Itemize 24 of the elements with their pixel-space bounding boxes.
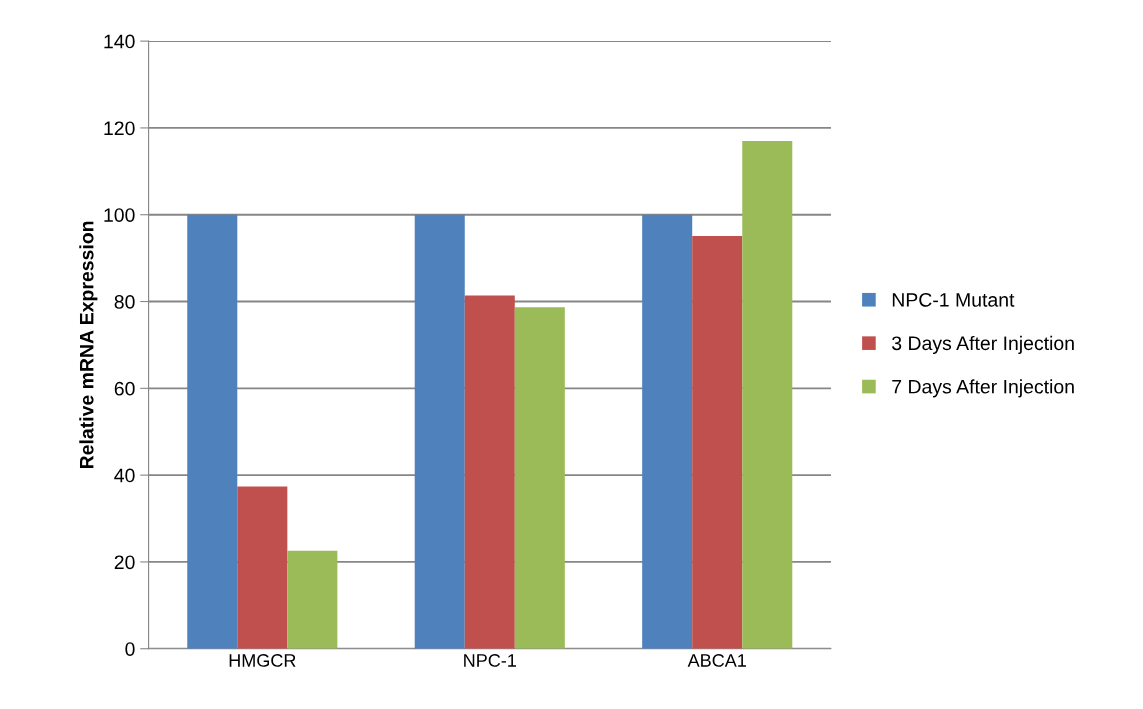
bar	[642, 214, 693, 649]
y-axis-title: Relative mRNA Expression	[79, 221, 98, 469]
bar	[414, 214, 465, 649]
x-tick-label: NPC-1	[464, 654, 516, 667]
bar	[237, 486, 288, 649]
y-tick-label: 140	[104, 34, 135, 49]
y-tick-label: 120	[104, 121, 135, 136]
y-tick-label: 40	[114, 468, 135, 483]
y-tick-label: 100	[104, 208, 135, 222]
y-tick-label: 20	[114, 555, 135, 570]
y-tick-label: 0	[125, 642, 135, 656]
bar	[692, 235, 743, 649]
y-tick-label: 80	[114, 295, 135, 309]
bar	[287, 550, 338, 649]
legend-label: 7 Days After Injection	[892, 379, 1074, 398]
x-tick-label: ABCA1	[687, 654, 746, 667]
legend-label: 3 Days After Injection	[892, 335, 1074, 354]
bar	[514, 307, 565, 649]
bar	[187, 214, 238, 649]
y-tick-label: 60	[114, 381, 135, 396]
bar	[742, 140, 793, 649]
legend-label: NPC-1 Mutant	[892, 292, 1015, 307]
x-tick-label: HMGCR	[229, 654, 296, 667]
bar	[464, 295, 515, 649]
